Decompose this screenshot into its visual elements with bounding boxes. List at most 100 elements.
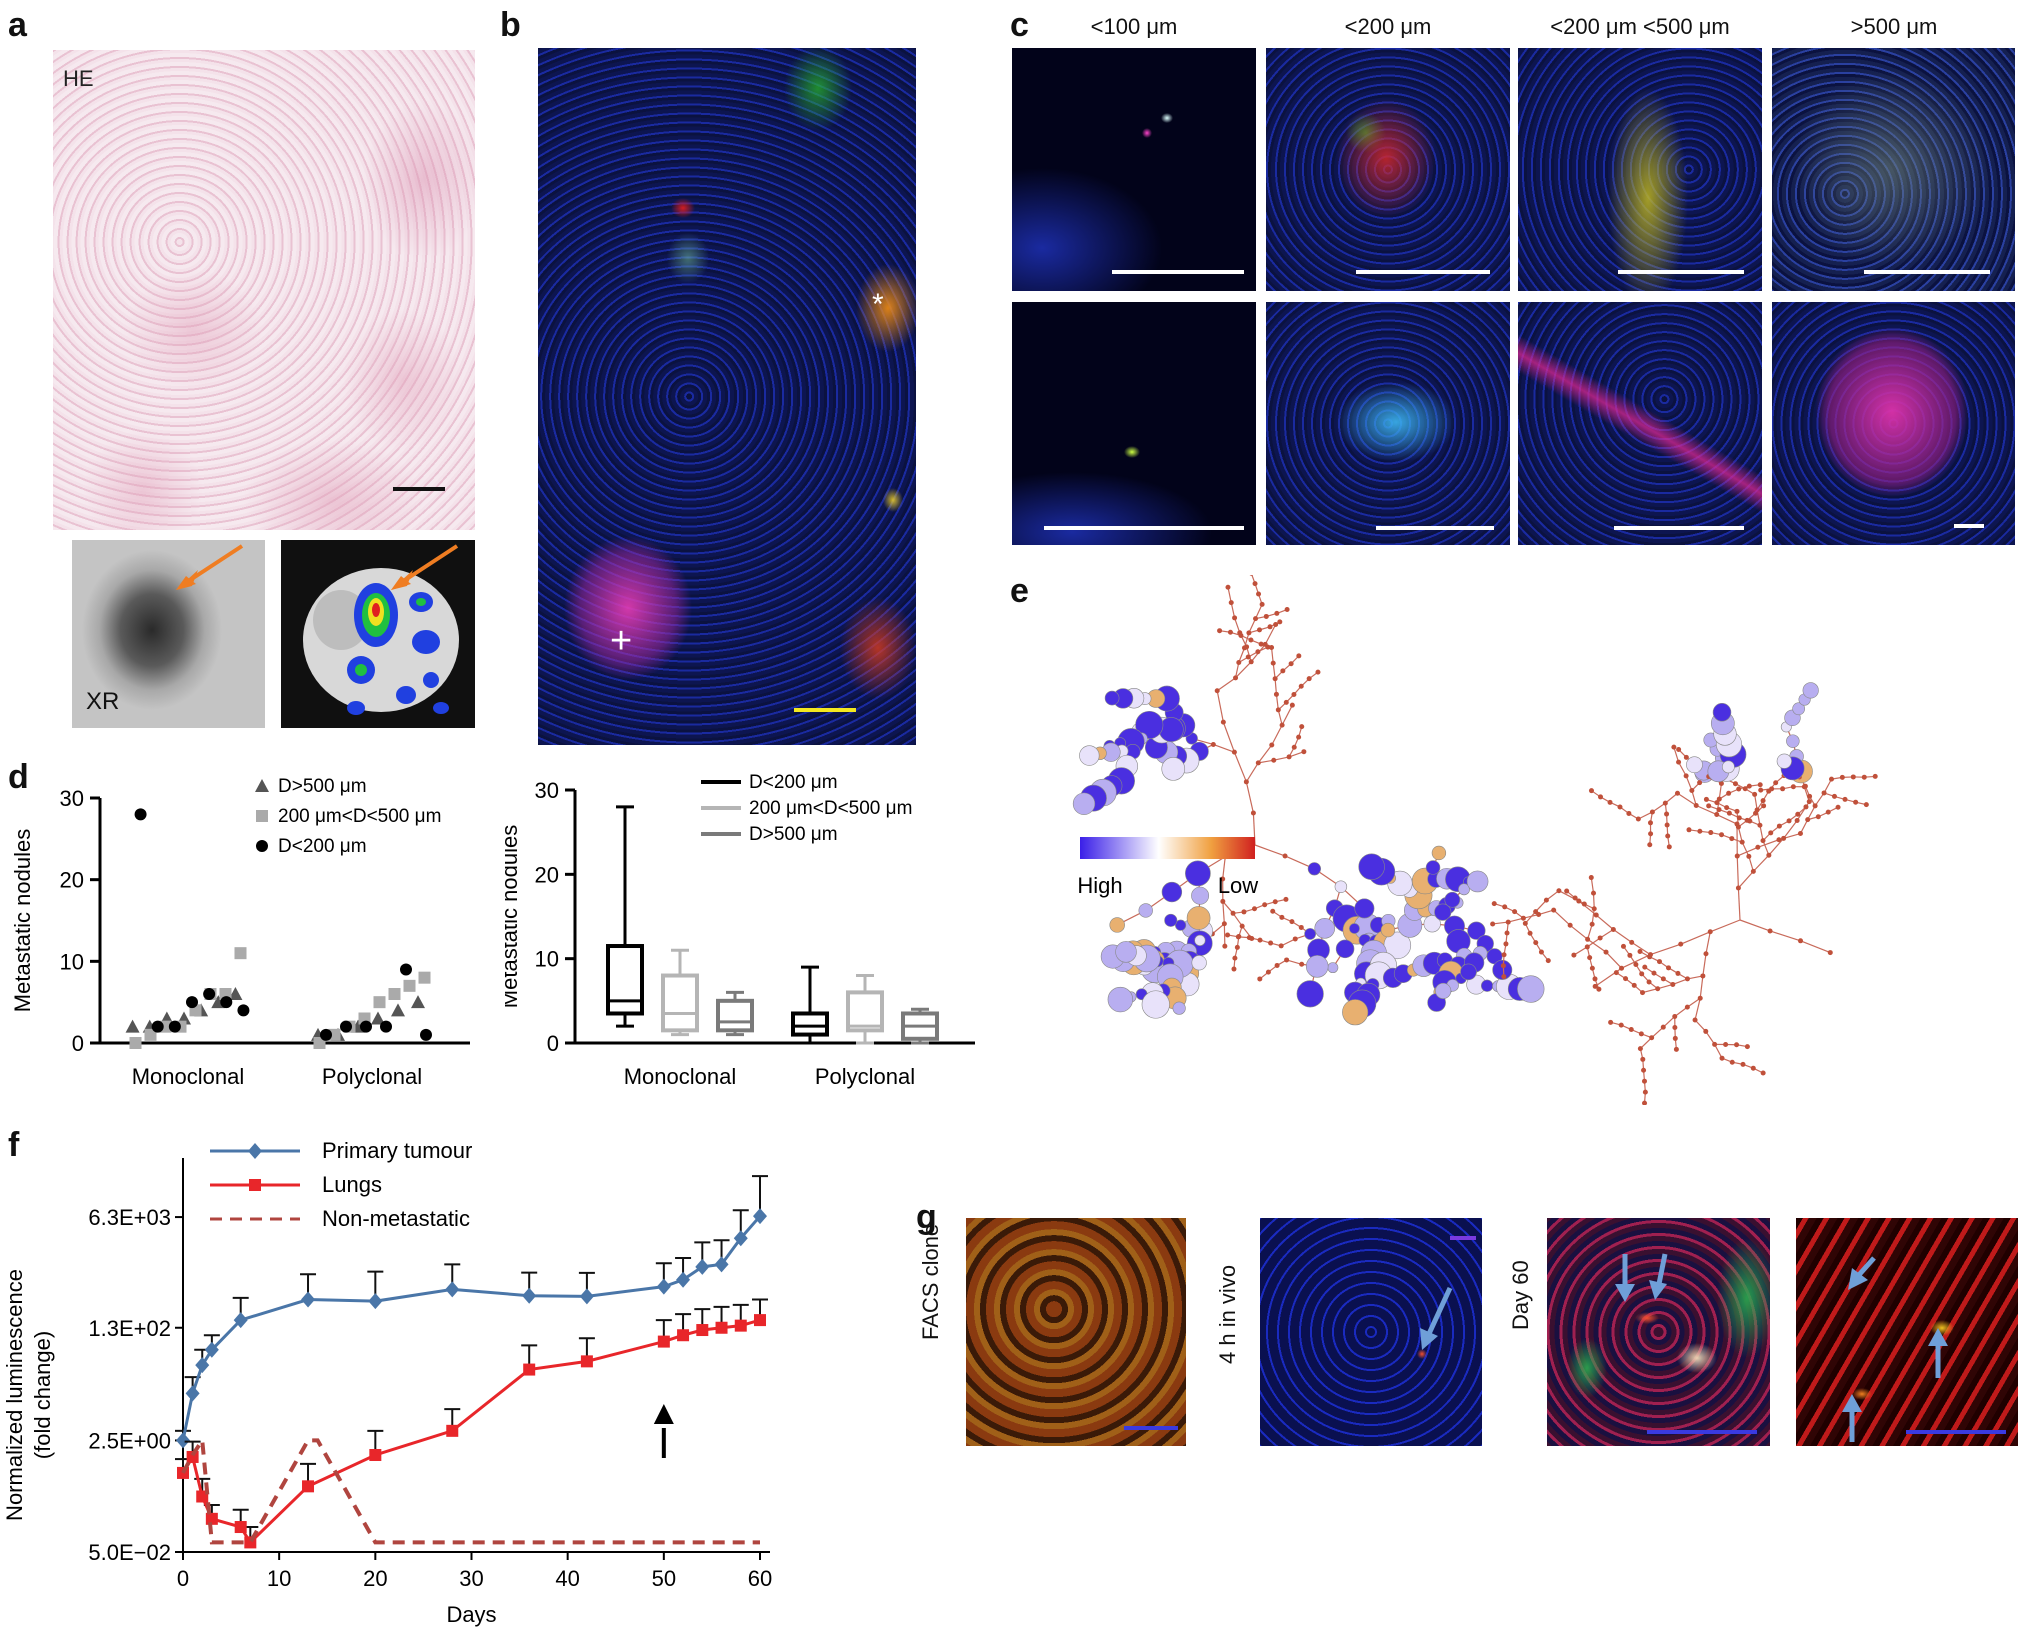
tree-edge xyxy=(1233,751,1247,783)
tree-node xyxy=(1790,784,1796,790)
tree-node xyxy=(1675,970,1681,976)
tree-node xyxy=(1298,924,1304,930)
chart-e-trees: High Low xyxy=(1072,575,1878,1105)
tree-node xyxy=(1185,860,1211,887)
tree-node xyxy=(1161,757,1186,781)
tree-edge xyxy=(1631,941,1651,956)
tree-edge xyxy=(1664,792,1678,804)
tree-edge xyxy=(1590,877,1595,894)
tree-node xyxy=(1270,660,1276,666)
tree-edge xyxy=(1680,931,1711,945)
data-point xyxy=(204,1341,219,1358)
x-tick-label: 0 xyxy=(177,1566,189,1591)
tree-edge xyxy=(1662,1016,1676,1028)
tree-node xyxy=(1724,805,1730,811)
tree-node xyxy=(1861,774,1867,780)
tree-edge xyxy=(1281,704,1293,726)
tree-node xyxy=(1767,928,1773,934)
tree-node xyxy=(1631,982,1637,988)
tree-node xyxy=(1304,928,1316,940)
x-tick-label: 50 xyxy=(652,1566,676,1591)
box xyxy=(661,973,699,1033)
tree-edge xyxy=(1523,913,1539,919)
tree-node xyxy=(1581,901,1587,907)
blue-arrow-icon xyxy=(1615,1253,1668,1302)
tree-edge xyxy=(1762,840,1770,856)
arrow-icon xyxy=(653,1404,674,1424)
tree-node xyxy=(1716,796,1722,802)
tree-node xyxy=(1255,649,1261,655)
tree-node xyxy=(1545,958,1551,964)
tree-node xyxy=(1768,830,1774,836)
tree-node xyxy=(1269,742,1275,748)
tree-edge xyxy=(1227,587,1232,603)
colorbar-high-label: High xyxy=(1077,873,1122,898)
tree-node xyxy=(1584,944,1590,950)
tree-node xyxy=(1522,920,1528,926)
tree-edge xyxy=(1591,908,1595,925)
tree-node xyxy=(1712,1041,1718,1047)
tree-node xyxy=(1827,950,1833,956)
tree-node xyxy=(1610,927,1616,933)
tree-node xyxy=(1504,930,1510,936)
tree-node xyxy=(1872,773,1878,779)
tree-edge xyxy=(1595,914,1614,930)
tree-node xyxy=(1267,624,1273,630)
tree-edge xyxy=(1222,856,1226,880)
tree-node xyxy=(1272,676,1278,682)
tree-node xyxy=(1746,783,1752,789)
tree-node xyxy=(1672,1035,1678,1041)
tree-edge xyxy=(1714,1044,1723,1059)
data-point xyxy=(446,1424,459,1437)
tree-node xyxy=(1697,995,1703,1001)
legend-label: D<200 μm xyxy=(749,772,838,793)
tree-node xyxy=(1305,955,1329,978)
panel-label-e: e xyxy=(1010,572,1029,610)
tree-node xyxy=(1850,774,1856,780)
tree-node xyxy=(1237,630,1243,636)
tree-node xyxy=(1272,899,1278,905)
panel-label-f: f xyxy=(8,1126,20,1164)
tree-node xyxy=(1244,644,1250,650)
tree-node xyxy=(1256,591,1262,597)
box xyxy=(846,990,884,1033)
data-point xyxy=(301,1291,316,1308)
tree-node xyxy=(1466,870,1489,893)
tree-node xyxy=(1638,1031,1644,1037)
tree-node xyxy=(1734,808,1740,814)
tree-node xyxy=(1306,676,1312,682)
tree-node xyxy=(1683,754,1689,760)
tree-node xyxy=(1269,645,1275,651)
tree-node xyxy=(1821,790,1827,796)
tree-edge xyxy=(1621,954,1651,969)
legend-marker xyxy=(248,1143,262,1159)
tree-node xyxy=(1623,976,1629,982)
tree-node xyxy=(1781,835,1787,841)
tree-node xyxy=(1248,637,1254,643)
legend-label: D<200 μm xyxy=(278,836,367,857)
tree-node xyxy=(1722,760,1735,774)
y-tick-label: 2.5E+00 xyxy=(88,1428,171,1453)
tree-node xyxy=(1608,1019,1614,1025)
panel-label-g: g xyxy=(916,1198,937,1236)
tree-node xyxy=(1863,802,1869,808)
tree-node xyxy=(1640,990,1646,996)
data-point xyxy=(656,1278,671,1295)
tree-node xyxy=(1335,939,1355,959)
data-point xyxy=(233,1312,248,1329)
xr-label: XR xyxy=(86,688,120,715)
g-label-2: 4 h in vivo xyxy=(1215,1264,1240,1364)
legend-label: 200 μm<D<500 μm xyxy=(278,806,441,827)
tree-node xyxy=(1175,919,1187,931)
tree-edge xyxy=(1652,802,1666,813)
tree-node xyxy=(1692,1017,1698,1023)
tree-edge xyxy=(1800,940,1831,954)
tree-edge xyxy=(1702,953,1707,977)
tree-node xyxy=(1792,702,1806,716)
tree-node xyxy=(1262,902,1268,908)
tree-node xyxy=(1194,934,1206,946)
tree-node xyxy=(1806,799,1812,805)
tree-node xyxy=(1258,641,1264,647)
tree-node xyxy=(1683,773,1689,779)
tree-node xyxy=(1729,1059,1735,1065)
